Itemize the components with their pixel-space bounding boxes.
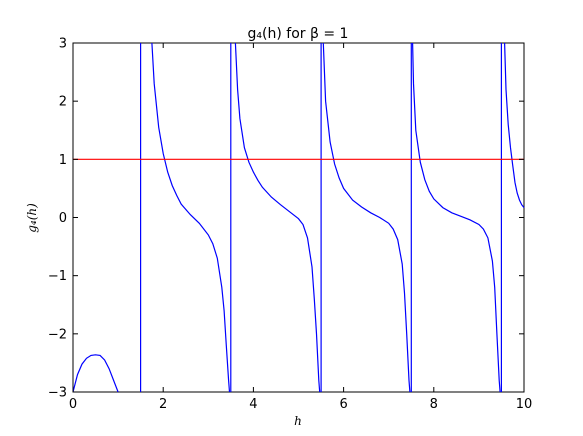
series-0-segment-2 [151, 42, 231, 393]
x-tick-label: 8 [430, 397, 438, 412]
series-0-segment-10 [504, 42, 525, 208]
y-tick-label: 3 [59, 37, 67, 52]
y-tick-label: −3 [48, 386, 67, 401]
series-0-segment-8 [412, 42, 501, 393]
x-tick-label: 6 [339, 397, 347, 412]
y-tick-label: 2 [59, 95, 67, 110]
x-tick-label: 2 [159, 397, 167, 412]
x-axis-label: h [294, 414, 302, 428]
series-0-segment-4 [234, 42, 321, 393]
y-tick-label: −1 [48, 269, 67, 284]
x-tick-label: 0 [69, 397, 77, 412]
y-tick-label: 0 [59, 211, 67, 226]
y-axis-label: g₄(h) [25, 203, 39, 233]
x-tick-label: 4 [249, 397, 257, 412]
x-tick-label: 10 [516, 397, 533, 412]
series-0-segment-6 [322, 42, 411, 393]
series-layer [72, 42, 525, 393]
y-tick-label: −2 [48, 327, 67, 342]
chart-title: g₄(h) for β = 1 [248, 26, 349, 42]
y-tick-label: 1 [59, 153, 67, 168]
tick-layer: 0 2 4 6 8 10 −3 −2 −1 0 1 2 3 [48, 37, 532, 413]
series-0-segment-0 [72, 354, 119, 393]
